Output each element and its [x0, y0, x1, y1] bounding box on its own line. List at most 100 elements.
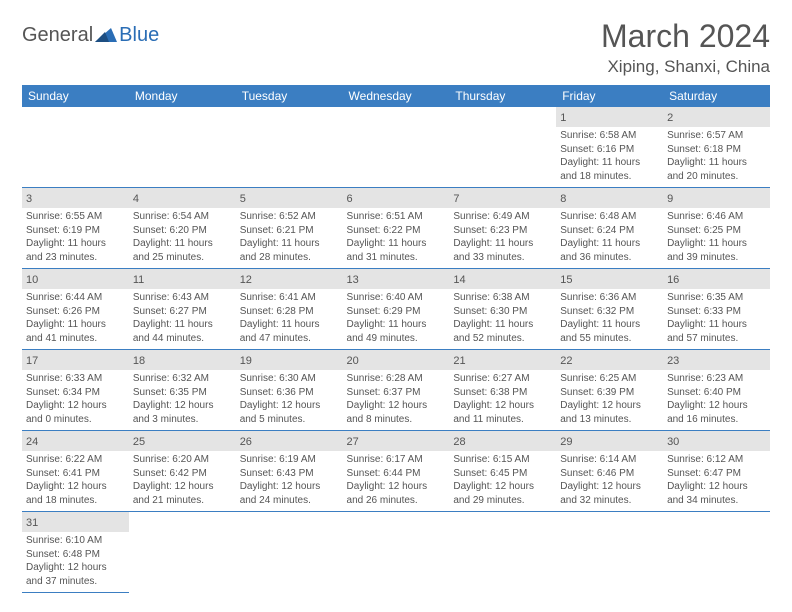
sunset-text: Sunset: 6:39 PM [560, 386, 659, 400]
daylight-text: and 3 minutes. [133, 413, 232, 427]
calendar-cell: 30Sunrise: 6:12 AMSunset: 6:47 PMDayligh… [663, 431, 770, 512]
day-number: 14 [453, 274, 465, 286]
day-number: 22 [560, 355, 572, 367]
daylight-text: and 16 minutes. [667, 413, 766, 427]
day-number-stripe: 13 [343, 269, 450, 289]
sunset-text: Sunset: 6:44 PM [347, 467, 446, 481]
sunrise-text: Sunrise: 6:41 AM [240, 291, 339, 305]
day-number-stripe: 3 [22, 188, 129, 208]
daylight-text: and 23 minutes. [26, 251, 125, 265]
daylight-text: and 18 minutes. [560, 170, 659, 184]
day-number-stripe: 23 [663, 350, 770, 370]
calendar-cell: 3Sunrise: 6:55 AMSunset: 6:19 PMDaylight… [22, 188, 129, 269]
calendar-cell: 6Sunrise: 6:51 AMSunset: 6:22 PMDaylight… [343, 188, 450, 269]
daylight-text: and 29 minutes. [453, 494, 552, 508]
calendar-cell: 16Sunrise: 6:35 AMSunset: 6:33 PMDayligh… [663, 269, 770, 350]
daylight-text: and 26 minutes. [347, 494, 446, 508]
sunrise-text: Sunrise: 6:15 AM [453, 453, 552, 467]
sunset-text: Sunset: 6:40 PM [667, 386, 766, 400]
day-number: 12 [240, 274, 252, 286]
location: Xiping, Shanxi, China [601, 57, 770, 77]
daylight-text: Daylight: 12 hours [667, 480, 766, 494]
day-number: 30 [667, 436, 679, 448]
calendar-cell-empty [236, 107, 343, 188]
day-number-stripe: 18 [129, 350, 236, 370]
day-number-stripe: 5 [236, 188, 343, 208]
sunrise-text: Sunrise: 6:40 AM [347, 291, 446, 305]
day-number-stripe: 2 [663, 107, 770, 127]
day-number-stripe: 10 [22, 269, 129, 289]
daylight-text: Daylight: 11 hours [560, 318, 659, 332]
sunset-text: Sunset: 6:24 PM [560, 224, 659, 238]
calendar-cell: 17Sunrise: 6:33 AMSunset: 6:34 PMDayligh… [22, 350, 129, 431]
daylight-text: Daylight: 12 hours [26, 480, 125, 494]
day-header: Friday [556, 85, 663, 107]
daylight-text: Daylight: 11 hours [26, 237, 125, 251]
sunrise-text: Sunrise: 6:44 AM [26, 291, 125, 305]
calendar-cell-empty [236, 512, 343, 593]
logo: General Blue [22, 18, 159, 47]
day-header: Thursday [449, 85, 556, 107]
day-number-stripe: 30 [663, 431, 770, 451]
daylight-text: and 31 minutes. [347, 251, 446, 265]
daylight-text: and 25 minutes. [133, 251, 232, 265]
daylight-text: and 36 minutes. [560, 251, 659, 265]
calendar-cell: 2Sunrise: 6:57 AMSunset: 6:18 PMDaylight… [663, 107, 770, 188]
calendar-row: 1Sunrise: 6:58 AMSunset: 6:16 PMDaylight… [22, 107, 770, 188]
calendar-cell: 12Sunrise: 6:41 AMSunset: 6:28 PMDayligh… [236, 269, 343, 350]
logo-text-blue: Blue [119, 24, 159, 47]
day-number-stripe: 16 [663, 269, 770, 289]
calendar-row: 31Sunrise: 6:10 AMSunset: 6:48 PMDayligh… [22, 512, 770, 593]
daylight-text: and 20 minutes. [667, 170, 766, 184]
day-number-stripe: 15 [556, 269, 663, 289]
sunset-text: Sunset: 6:43 PM [240, 467, 339, 481]
sunrise-text: Sunrise: 6:52 AM [240, 210, 339, 224]
day-number: 10 [26, 274, 38, 286]
calendar-cell-empty [343, 107, 450, 188]
day-number-stripe: 21 [449, 350, 556, 370]
calendar-table: SundayMondayTuesdayWednesdayThursdayFrid… [22, 85, 770, 593]
daylight-text: Daylight: 11 hours [560, 237, 659, 251]
daylight-text: and 24 minutes. [240, 494, 339, 508]
sunrise-text: Sunrise: 6:14 AM [560, 453, 659, 467]
day-number-stripe: 12 [236, 269, 343, 289]
daylight-text: Daylight: 11 hours [240, 318, 339, 332]
sunrise-text: Sunrise: 6:20 AM [133, 453, 232, 467]
sunset-text: Sunset: 6:26 PM [26, 305, 125, 319]
calendar-cell: 18Sunrise: 6:32 AMSunset: 6:35 PMDayligh… [129, 350, 236, 431]
day-number-stripe: 22 [556, 350, 663, 370]
day-number-stripe: 4 [129, 188, 236, 208]
calendar-cell-empty [449, 512, 556, 593]
day-number-stripe: 1 [556, 107, 663, 127]
daylight-text: Daylight: 12 hours [667, 399, 766, 413]
daylight-text: Daylight: 12 hours [560, 480, 659, 494]
daylight-text: Daylight: 12 hours [347, 480, 446, 494]
day-number-stripe: 14 [449, 269, 556, 289]
day-number: 4 [133, 193, 139, 205]
calendar-cell: 27Sunrise: 6:17 AMSunset: 6:44 PMDayligh… [343, 431, 450, 512]
sunrise-text: Sunrise: 6:22 AM [26, 453, 125, 467]
daylight-text: and 5 minutes. [240, 413, 339, 427]
day-number: 26 [240, 436, 252, 448]
calendar-cell-empty [556, 512, 663, 593]
daylight-text: Daylight: 11 hours [453, 318, 552, 332]
sunrise-text: Sunrise: 6:27 AM [453, 372, 552, 386]
daylight-text: Daylight: 11 hours [347, 318, 446, 332]
daylight-text: and 52 minutes. [453, 332, 552, 346]
day-number: 17 [26, 355, 38, 367]
calendar-cell-empty [663, 512, 770, 593]
sunset-text: Sunset: 6:19 PM [26, 224, 125, 238]
day-number-stripe: 17 [22, 350, 129, 370]
day-number: 25 [133, 436, 145, 448]
sunrise-text: Sunrise: 6:38 AM [453, 291, 552, 305]
calendar-cell: 1Sunrise: 6:58 AMSunset: 6:16 PMDaylight… [556, 107, 663, 188]
day-number: 2 [667, 112, 673, 124]
calendar-row: 24Sunrise: 6:22 AMSunset: 6:41 PMDayligh… [22, 431, 770, 512]
daylight-text: Daylight: 12 hours [133, 399, 232, 413]
day-number: 24 [26, 436, 38, 448]
daylight-text: and 37 minutes. [26, 575, 125, 589]
day-number-stripe: 11 [129, 269, 236, 289]
calendar-row: 17Sunrise: 6:33 AMSunset: 6:34 PMDayligh… [22, 350, 770, 431]
daylight-text: Daylight: 11 hours [240, 237, 339, 251]
day-number-stripe: 7 [449, 188, 556, 208]
